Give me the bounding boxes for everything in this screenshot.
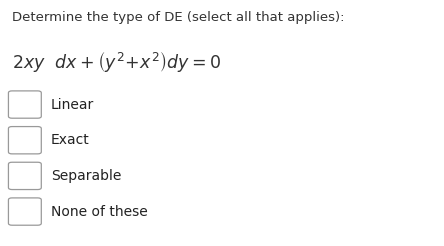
Text: $2xy\ \ dx + \left(y^2\!+\!x^2\right)dy = 0$: $2xy\ \ dx + \left(y^2\!+\!x^2\right)dy … (12, 49, 221, 74)
Text: Separable: Separable (51, 169, 122, 183)
FancyBboxPatch shape (8, 162, 41, 189)
Text: Linear: Linear (51, 98, 94, 111)
Text: Exact: Exact (51, 133, 90, 147)
FancyBboxPatch shape (8, 126, 41, 154)
FancyBboxPatch shape (8, 198, 41, 225)
Text: Determine the type of DE (select all that applies):: Determine the type of DE (select all tha… (12, 11, 345, 24)
Text: None of these: None of these (51, 205, 148, 218)
FancyBboxPatch shape (8, 91, 41, 118)
